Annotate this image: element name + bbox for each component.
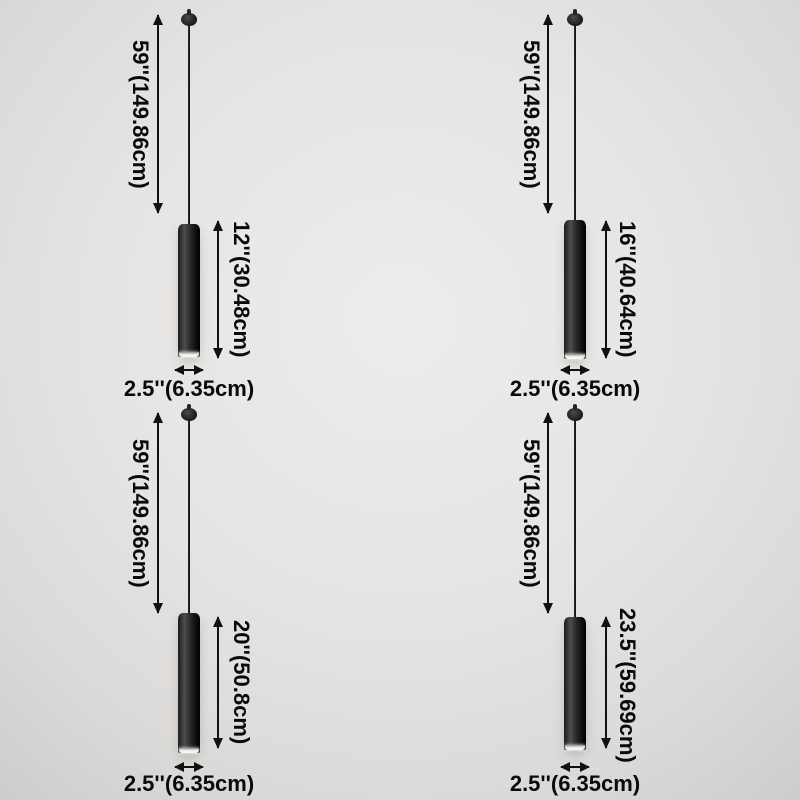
suspension-wire bbox=[188, 24, 190, 224]
light-diffuser bbox=[565, 354, 585, 359]
cylinder-shade bbox=[564, 617, 586, 750]
fixture-height-arrow bbox=[213, 616, 223, 749]
cord-length-label: 59''(149.86cm) bbox=[128, 438, 153, 588]
fixture-width-label: 2.5''(6.35cm) bbox=[509, 771, 641, 796]
fixture-height-arrow bbox=[601, 220, 611, 359]
fixture-width-label: 2.5''(6.35cm) bbox=[123, 771, 255, 796]
light-diffuser bbox=[565, 745, 585, 750]
cord-length-label: 59''(149.86cm) bbox=[128, 39, 153, 189]
fixture-height-arrow bbox=[601, 616, 611, 749]
fixture-height-label: 12''(30.48cm) bbox=[229, 221, 254, 358]
cylinder-shade bbox=[564, 220, 586, 359]
variant-panel-12in: 59''(149.86cm) 12''(30.48cm) 2.5''(6.35c… bbox=[0, 0, 400, 400]
fixture-height-label: 20''(50.8cm) bbox=[229, 620, 254, 745]
suspension-wire bbox=[574, 24, 576, 220]
ceiling-canopy bbox=[567, 9, 583, 26]
fixture-width-label: 2.5''(6.35cm) bbox=[123, 376, 255, 401]
fixture-width-arrow bbox=[560, 365, 590, 375]
fixture-height-label: 16''(40.64cm) bbox=[615, 221, 640, 358]
suspension-wire bbox=[574, 419, 576, 617]
variant-panel-16in: 59''(149.86cm) 16''(40.64cm) 2.5''(6.35c… bbox=[400, 0, 800, 400]
cylinder-shade bbox=[178, 613, 200, 753]
cord-length-arrow bbox=[153, 14, 163, 214]
suspension-wire bbox=[188, 419, 190, 613]
variant-panel-23-5in: 59''(149.86cm) 23.5''(59.69cm) 2.5''(6.3… bbox=[400, 400, 800, 800]
fixture-height-arrow bbox=[213, 220, 223, 359]
ceiling-canopy bbox=[181, 404, 197, 421]
variant-panel-20in: 59''(149.86cm) 20''(50.8cm) 2.5''(6.35cm… bbox=[0, 400, 400, 800]
cylinder-shade bbox=[178, 224, 200, 357]
fixture-width-arrow bbox=[174, 365, 204, 375]
fixture-width-label: 2.5''(6.35cm) bbox=[509, 376, 641, 401]
fixture-width-arrow bbox=[174, 762, 204, 772]
cord-length-arrow bbox=[543, 412, 553, 614]
fixture-height-label: 23.5''(59.69cm) bbox=[615, 607, 640, 763]
cord-length-arrow bbox=[153, 412, 163, 614]
cord-length-arrow bbox=[543, 14, 553, 214]
fixture-width-arrow bbox=[560, 762, 590, 772]
cord-length-label: 59''(149.86cm) bbox=[519, 39, 544, 189]
light-diffuser bbox=[179, 352, 199, 357]
light-diffuser bbox=[179, 748, 199, 753]
ceiling-canopy bbox=[181, 9, 197, 26]
cord-length-label: 59''(149.86cm) bbox=[519, 438, 544, 588]
ceiling-canopy bbox=[567, 404, 583, 421]
